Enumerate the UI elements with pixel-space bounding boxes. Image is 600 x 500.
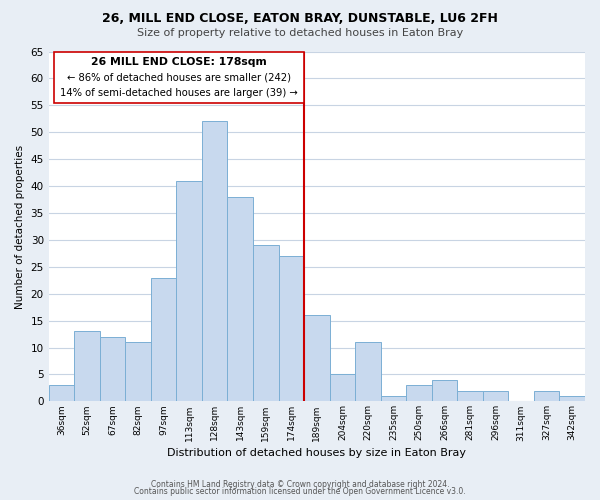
Bar (406, 386, 432, 402)
X-axis label: Distribution of detached houses by size in Eaton Bray: Distribution of detached houses by size … (167, 448, 466, 458)
Bar (355, 342, 380, 402)
Bar (253, 246, 278, 402)
Bar (380, 396, 406, 402)
Y-axis label: Number of detached properties: Number of detached properties (15, 144, 25, 308)
Bar (457, 390, 483, 402)
FancyBboxPatch shape (54, 52, 304, 102)
Bar (534, 390, 559, 402)
Bar (202, 122, 227, 402)
Bar (329, 374, 355, 402)
Bar (227, 197, 253, 402)
Text: Size of property relative to detached houses in Eaton Bray: Size of property relative to detached ho… (137, 28, 463, 38)
Bar (49, 386, 74, 402)
Text: Contains public sector information licensed under the Open Government Licence v3: Contains public sector information licen… (134, 487, 466, 496)
Bar (74, 332, 100, 402)
Text: 26 MILL END CLOSE: 178sqm: 26 MILL END CLOSE: 178sqm (91, 58, 267, 68)
Bar (483, 390, 508, 402)
Text: 26, MILL END CLOSE, EATON BRAY, DUNSTABLE, LU6 2FH: 26, MILL END CLOSE, EATON BRAY, DUNSTABL… (102, 12, 498, 26)
Bar (304, 316, 329, 402)
Bar (559, 396, 585, 402)
Bar (432, 380, 457, 402)
Bar (125, 342, 151, 402)
Bar (176, 180, 202, 402)
Bar (278, 256, 304, 402)
Bar (151, 278, 176, 402)
Text: ← 86% of detached houses are smaller (242): ← 86% of detached houses are smaller (24… (67, 72, 291, 83)
Text: 14% of semi-detached houses are larger (39) →: 14% of semi-detached houses are larger (… (60, 88, 298, 98)
Bar (100, 337, 125, 402)
Text: Contains HM Land Registry data © Crown copyright and database right 2024.: Contains HM Land Registry data © Crown c… (151, 480, 449, 489)
